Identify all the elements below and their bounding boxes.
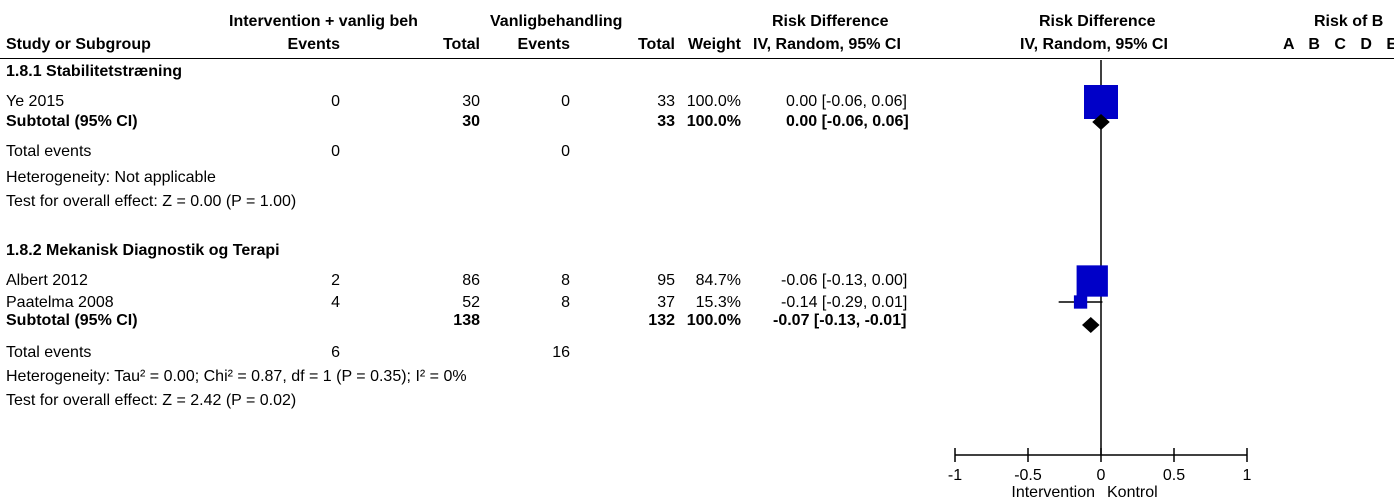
study-effect-box xyxy=(1084,85,1118,119)
subtotal-ci: 0.00 [-0.06, 0.06] xyxy=(786,113,909,130)
header-control-group: Vanligbehandling xyxy=(490,13,623,30)
subtotal-ci: -0.07 [-0.13, -0.01] xyxy=(773,312,907,329)
total-events-c: 0 xyxy=(561,143,570,160)
total-events-label: Total events xyxy=(6,344,92,361)
study-total-c: 33 xyxy=(657,93,675,110)
header-rd-plot: Risk Difference xyxy=(1039,13,1156,30)
favours-left-label: Intervention xyxy=(1011,484,1095,501)
study-events-i: 2 xyxy=(331,272,340,289)
x-tick-label: 0.5 xyxy=(1163,467,1185,484)
study-events-c: 8 xyxy=(561,294,570,311)
study-events-c: 8 xyxy=(561,272,570,289)
study-total-i: 30 xyxy=(462,93,480,110)
overall-effect-text: Test for overall effect: Z = 2.42 (P = 0… xyxy=(6,392,297,409)
header-risk-of-bias: Risk of B xyxy=(1314,13,1384,30)
study-total-c: 37 xyxy=(657,294,675,311)
subtotal-weight: 100.0% xyxy=(686,113,741,130)
header-total-i: Total xyxy=(442,36,480,53)
x-tick-label: -1 xyxy=(948,467,962,484)
study-total-c: 95 xyxy=(657,272,675,289)
study-total-i: 52 xyxy=(462,294,480,311)
study-name: Albert 2012 xyxy=(6,272,88,289)
subtotal-diamond xyxy=(1082,317,1100,333)
header-rd-numeric: Risk Difference xyxy=(772,13,889,30)
header-intervention-group: Intervention + vanlig beh xyxy=(229,13,418,30)
study-events-c: 0 xyxy=(561,93,570,110)
subtotal-diamond xyxy=(1092,114,1110,130)
total-events-label: Total events xyxy=(6,143,92,160)
study-effect-box xyxy=(1076,265,1108,297)
header-method-numeric: IV, Random, 95% CI xyxy=(753,36,901,53)
subtotal-label: Subtotal (95% CI) xyxy=(6,113,138,130)
header-total-c: Total xyxy=(637,36,675,53)
subtotal-label: Subtotal (95% CI) xyxy=(6,312,138,329)
header-events-i: Events xyxy=(287,36,340,53)
total-events-c: 16 xyxy=(552,344,570,361)
study-events-i: 4 xyxy=(331,294,340,311)
header-study: Study or Subgroup xyxy=(6,36,151,53)
x-tick-label: 0 xyxy=(1097,467,1106,484)
study-total-i: 86 xyxy=(462,272,480,289)
header-weight: Weight xyxy=(687,36,741,53)
study-name: Ye 2015 xyxy=(6,93,65,110)
study-ci: 0.00 [-0.06, 0.06] xyxy=(786,93,907,110)
subtotal-total-i: 30 xyxy=(462,113,480,130)
favours-right-label: Kontrol xyxy=(1107,484,1158,501)
header-rule xyxy=(0,58,1394,59)
study-weight: 84.7% xyxy=(695,272,741,289)
study-weight: 100.0% xyxy=(686,93,741,110)
study-ci: -0.06 [-0.13, 0.00] xyxy=(781,272,908,289)
subtotal-weight: 100.0% xyxy=(686,312,741,329)
total-events-i: 6 xyxy=(331,344,340,361)
x-tick-label: 1 xyxy=(1243,467,1252,484)
study-ci: -0.14 [-0.29, 0.01] xyxy=(781,294,908,311)
subtotal-total-c: 132 xyxy=(648,312,675,329)
study-weight: 15.3% xyxy=(695,294,741,311)
subgroup-title: 1.8.2 Mekanisk Diagnostik og Terapi xyxy=(6,242,280,259)
heterogeneity-text: Heterogeneity: Tau² = 0.00; Chi² = 0.87,… xyxy=(6,368,467,385)
header-bias-letters: A B C D E xyxy=(1283,36,1394,53)
study-events-i: 0 xyxy=(331,93,340,110)
overall-effect-text: Test for overall effect: Z = 0.00 (P = 1… xyxy=(6,193,297,210)
study-name: Paatelma 2008 xyxy=(6,294,114,311)
heterogeneity-text: Heterogeneity: Not applicable xyxy=(6,169,216,186)
x-tick-label: -0.5 xyxy=(1014,467,1042,484)
study-effect-box xyxy=(1073,295,1088,309)
subtotal-total-c: 33 xyxy=(657,113,675,130)
header-events-c: Events xyxy=(517,36,570,53)
header-method-plot: IV, Random, 95% CI xyxy=(1020,36,1168,53)
total-events-i: 0 xyxy=(331,143,340,160)
subtotal-total-i: 138 xyxy=(453,312,480,329)
subgroup-title: 1.8.1 Stabilitetstræning xyxy=(6,63,183,80)
